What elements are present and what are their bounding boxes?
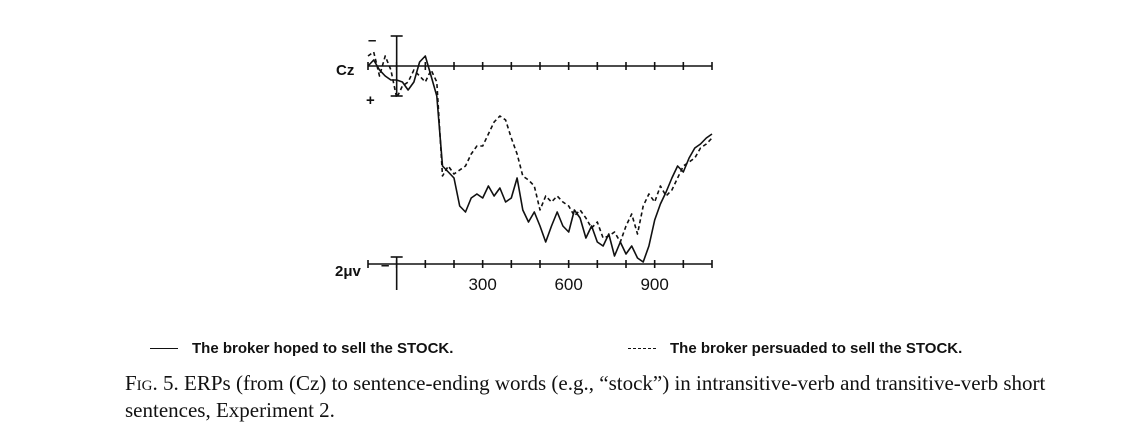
legend-swatch-solid — [150, 348, 178, 349]
erp-waveforms — [367, 51, 713, 263]
legend-label-solid: The broker hoped to sell the STOCK. — [192, 340, 454, 357]
legend-swatch-dashed — [628, 348, 656, 349]
negative-polarity-label: – — [368, 32, 376, 49]
figure-caption: Fig. 5. ERPs (from (Cz) to sentence-endi… — [125, 370, 1055, 424]
legend-item-dashed: The broker persuaded to sell the STOCK. — [628, 340, 962, 357]
caption-text: ERPs (from (Cz) to sentence-ending words… — [125, 371, 1046, 422]
x-tick-label: 600 — [554, 275, 582, 294]
x-tick-label: 900 — [640, 275, 668, 294]
electrode-label: Cz — [336, 62, 354, 79]
top-time-axis — [367, 62, 713, 70]
erp-figure: – Cz + 2μv – 300 600 900 — [335, 32, 713, 294]
bottom-time-axis — [367, 260, 713, 268]
caption-label: Fig. 5. — [125, 371, 179, 395]
series-line-hoped — [367, 55, 713, 263]
scale-label: 2μv — [335, 263, 362, 280]
legend-item-solid: The broker hoped to sell the STOCK. — [150, 340, 453, 357]
bottom-calibration-bar — [390, 256, 403, 290]
x-tick-label: 300 — [468, 275, 496, 294]
scale-bar-dash: – — [381, 257, 389, 274]
positive-polarity-label: + — [366, 92, 375, 109]
legend-label-dashed: The broker persuaded to sell the STOCK. — [670, 340, 963, 357]
series-line-persuaded — [367, 51, 713, 243]
x-tick-labels: 300 600 900 — [468, 275, 668, 294]
